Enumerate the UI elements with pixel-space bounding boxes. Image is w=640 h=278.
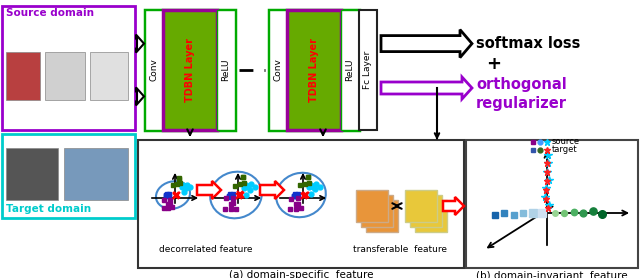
- Bar: [410, 195, 442, 227]
- Polygon shape: [443, 197, 464, 215]
- Bar: [45, 52, 85, 100]
- Bar: [415, 200, 447, 232]
- Bar: [163, 10, 217, 130]
- Polygon shape: [136, 87, 144, 105]
- Polygon shape: [381, 77, 472, 99]
- Bar: [359, 10, 377, 130]
- Bar: [217, 10, 235, 130]
- Bar: [145, 10, 235, 130]
- Text: Source domain: Source domain: [6, 8, 94, 18]
- Text: Conv: Conv: [150, 59, 159, 81]
- Bar: [366, 200, 398, 232]
- Bar: [90, 52, 128, 100]
- Text: (a) domain-specific  feature: (a) domain-specific feature: [228, 270, 373, 278]
- Bar: [405, 190, 437, 222]
- Polygon shape: [381, 29, 472, 58]
- Polygon shape: [260, 181, 284, 199]
- Bar: [6, 148, 58, 200]
- Bar: [2, 134, 135, 218]
- Bar: [2, 6, 135, 130]
- Text: source: source: [552, 138, 580, 147]
- Bar: [361, 195, 393, 227]
- Bar: [356, 190, 388, 222]
- Bar: [466, 140, 638, 268]
- Bar: [64, 148, 128, 200]
- Bar: [269, 10, 287, 130]
- Text: decorrelated feature: decorrelated feature: [159, 245, 253, 254]
- Bar: [341, 10, 359, 130]
- Bar: [145, 10, 163, 130]
- Text: orthogonal: orthogonal: [476, 77, 567, 92]
- Text: TDBN Layer: TDBN Layer: [309, 38, 319, 102]
- Polygon shape: [197, 181, 221, 199]
- Bar: [269, 10, 359, 130]
- Text: (b) domain-invariant  feature: (b) domain-invariant feature: [476, 270, 628, 278]
- Bar: [287, 10, 341, 130]
- Text: Fc Layer: Fc Layer: [364, 51, 372, 89]
- Text: Target domain: Target domain: [6, 204, 91, 214]
- Text: Conv: Conv: [273, 59, 282, 81]
- Text: +: +: [486, 55, 501, 73]
- Text: target: target: [552, 145, 578, 155]
- Text: ReLU: ReLU: [221, 59, 230, 81]
- Polygon shape: [136, 34, 144, 53]
- Bar: [138, 140, 464, 268]
- Bar: [6, 52, 40, 100]
- Text: transferable  feature: transferable feature: [353, 245, 447, 254]
- Text: TDBN Layer: TDBN Layer: [185, 38, 195, 102]
- Text: regularizer: regularizer: [476, 96, 567, 111]
- Text: ReLU: ReLU: [346, 59, 355, 81]
- Text: softmax loss: softmax loss: [476, 36, 580, 51]
